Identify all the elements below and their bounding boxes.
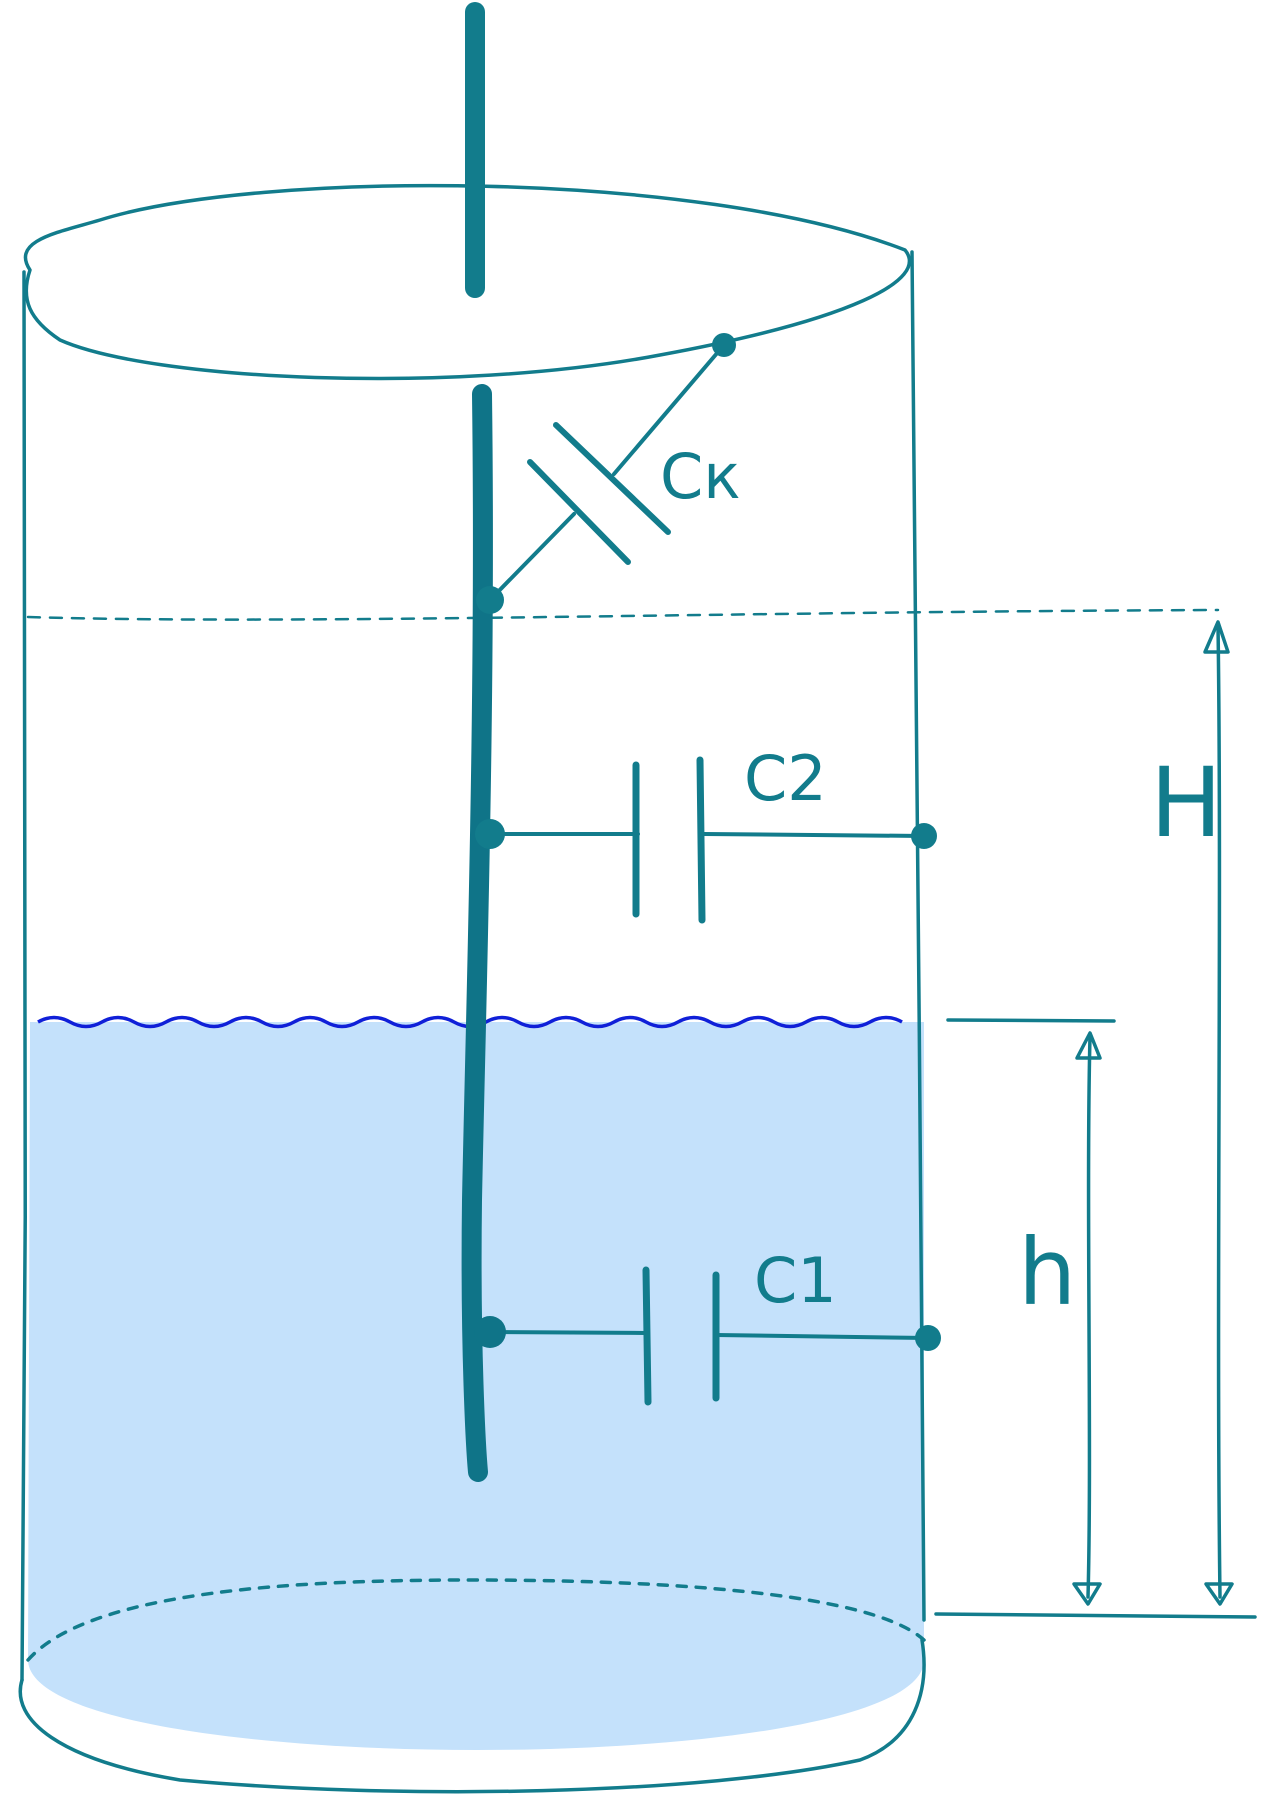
capacitor-ck bbox=[476, 333, 736, 614]
tank-height-dimension-arrow bbox=[1203, 620, 1234, 1606]
liquid-level-reference-line bbox=[946, 1018, 1116, 1023]
c2-wall-terminal bbox=[911, 823, 937, 849]
ck-probe-terminal bbox=[476, 586, 504, 614]
label-c2: C2 bbox=[744, 742, 827, 815]
probe-lower-rod bbox=[461, 384, 493, 1482]
label-liquid-level: h bbox=[1018, 1219, 1076, 1326]
probe-top-reference-line bbox=[26, 608, 1220, 621]
liquid-level-dimension-arrow bbox=[1072, 1031, 1102, 1606]
tank-right-wall bbox=[910, 250, 926, 1622]
capacitor-c1 bbox=[474, 1266, 941, 1406]
label-tank-height: H bbox=[1150, 747, 1222, 859]
c1-probe-terminal bbox=[474, 1316, 506, 1348]
bottom-reference-line bbox=[934, 1612, 1257, 1619]
c1-wall-terminal bbox=[915, 1325, 941, 1351]
label-ck: Cк bbox=[660, 440, 741, 513]
label-c1: C1 bbox=[754, 1244, 837, 1317]
ck-lid-terminal bbox=[712, 333, 736, 357]
capacitor-c2 bbox=[475, 756, 937, 924]
tank-left-wall bbox=[20, 270, 28, 1682]
c2-probe-terminal bbox=[475, 819, 505, 849]
tank-bottom-back-dashed bbox=[26, 1578, 926, 1662]
tank-bottom-front bbox=[18, 1638, 926, 1794]
tank-top-ellipse bbox=[23, 183, 912, 381]
